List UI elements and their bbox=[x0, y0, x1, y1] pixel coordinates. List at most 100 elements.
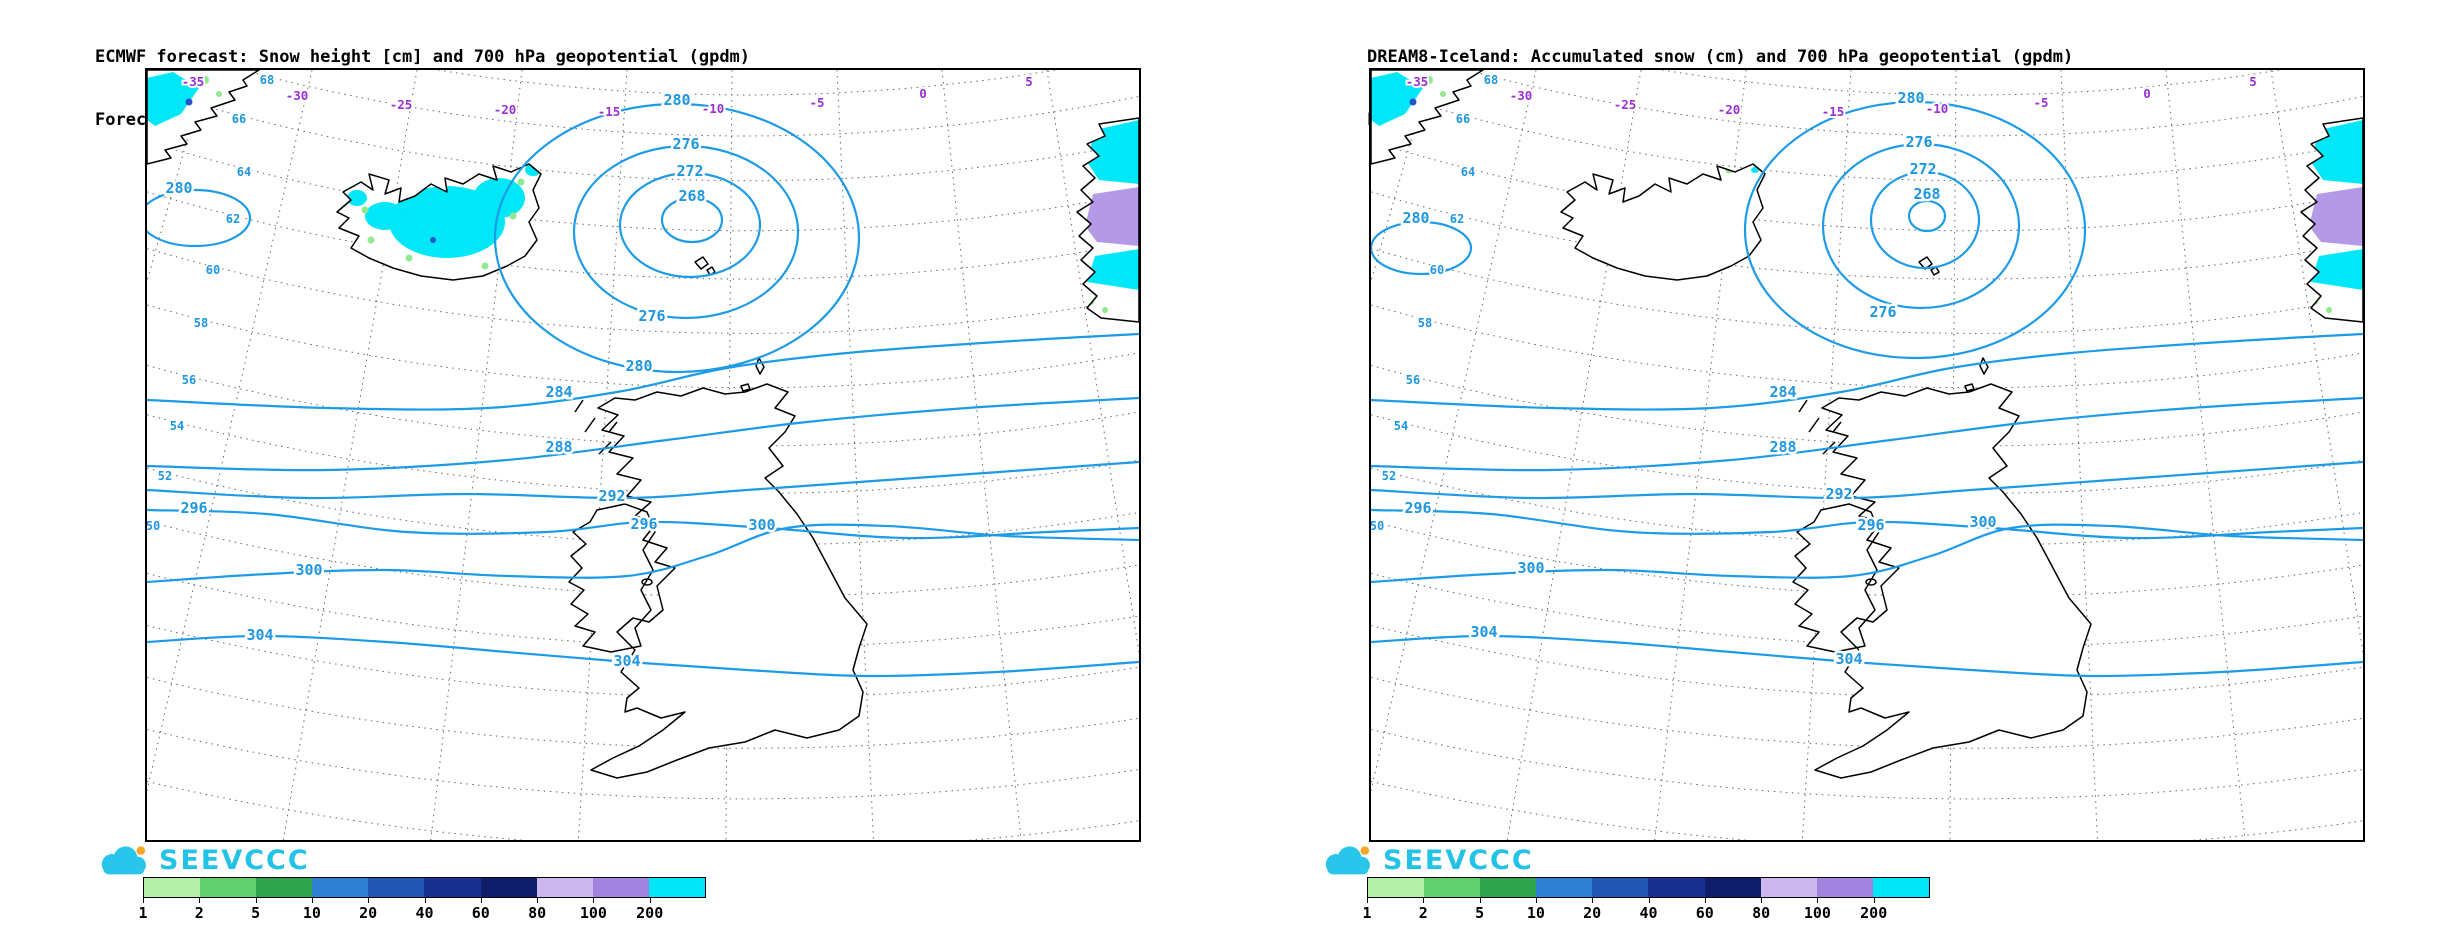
legend-segment bbox=[648, 878, 705, 897]
legend-segment bbox=[592, 878, 649, 897]
legend-tick-label: 20 bbox=[1583, 904, 1602, 922]
cloud-icon bbox=[1325, 846, 1370, 875]
snow-patch bbox=[1085, 187, 1139, 246]
legend-segment bbox=[256, 878, 313, 897]
parallel-line bbox=[147, 365, 1139, 447]
contour-label: 280 bbox=[625, 357, 652, 375]
snow-speck bbox=[361, 206, 369, 214]
legend-tick bbox=[311, 898, 313, 903]
legend-segment bbox=[1480, 878, 1537, 897]
graticule bbox=[147, 70, 1139, 840]
longitude-label: 0 bbox=[919, 86, 927, 101]
legend-tick bbox=[1817, 898, 1819, 903]
coastline bbox=[1076, 117, 1139, 323]
legend-tick-label: 80 bbox=[528, 904, 547, 922]
contour-line bbox=[1371, 523, 2363, 584]
greenland-snow bbox=[1371, 72, 1446, 126]
contour-label: 284 bbox=[1769, 383, 1796, 401]
contour-label: 272 bbox=[1909, 160, 1936, 178]
latitude-label: 60 bbox=[206, 263, 220, 277]
contour-closed bbox=[572, 144, 800, 320]
legend-segment bbox=[480, 878, 537, 897]
legend-segment bbox=[1648, 878, 1705, 897]
contour-line bbox=[1371, 634, 2363, 678]
contour-label: 296 bbox=[1857, 516, 1884, 534]
snow-speck bbox=[367, 236, 375, 244]
contour-label: 280 bbox=[1402, 209, 1429, 227]
panel-title: DREAM8-Iceland: Accumulated snow (cm) an… bbox=[1367, 47, 2074, 67]
contour-label: 288 bbox=[545, 438, 572, 456]
legend-segment bbox=[1368, 878, 1425, 897]
legend-tick bbox=[1592, 898, 1594, 903]
contour-closed bbox=[1821, 142, 2021, 310]
map-frame: 280 280 276 272 268 276 284 288 292 296 296 300 300 3… bbox=[1369, 68, 2365, 842]
coastline bbox=[1964, 383, 1975, 392]
snow-scale-legend: 1 2 5 10 20 40 60 80 100 200 bbox=[1362, 877, 1930, 923]
snow-scale-bar bbox=[143, 877, 706, 898]
contour-closed bbox=[1869, 170, 1981, 270]
legend-segment bbox=[1816, 878, 1873, 897]
meridian-line bbox=[147, 70, 208, 283]
contour-closed bbox=[618, 171, 762, 279]
legend-tick bbox=[255, 898, 257, 903]
coastline bbox=[1798, 399, 1842, 455]
legend-tick-label: 200 bbox=[1860, 904, 1888, 922]
legend-tick-label: 100 bbox=[579, 904, 607, 922]
coastlines bbox=[147, 70, 1139, 779]
contour-label: 304 bbox=[1470, 623, 1497, 641]
weather-map: 280 280 276 272 268 276 280 284 288 292 296 296 300 3… bbox=[147, 70, 1139, 840]
legend-segment bbox=[1704, 878, 1761, 897]
parallel-line bbox=[147, 467, 1139, 546]
contour-label: 288 bbox=[1769, 438, 1796, 456]
parallel-line bbox=[147, 248, 1139, 334]
coastline bbox=[336, 163, 542, 281]
snow-speck bbox=[201, 76, 209, 84]
weather-map: 280 280 276 272 268 276 284 288 292 296 296 300 300 3… bbox=[1371, 70, 2363, 840]
map-layers bbox=[147, 70, 1139, 840]
contour-label: 280 bbox=[663, 91, 690, 109]
snow-patch bbox=[347, 190, 367, 206]
legend-tick bbox=[1479, 898, 1481, 903]
coastline bbox=[740, 383, 751, 392]
latitude-label: 60 bbox=[1430, 263, 1444, 277]
contour-closed bbox=[147, 188, 252, 248]
latitude-label: 50 bbox=[1371, 519, 1384, 533]
parallel-line bbox=[147, 729, 1139, 800]
legend-segment bbox=[1424, 878, 1481, 897]
snow-speck bbox=[216, 91, 222, 97]
longitude-label: -10 bbox=[702, 101, 725, 116]
legend-tick-label: 80 bbox=[1752, 904, 1771, 922]
parallel-line bbox=[1371, 365, 2363, 447]
legend-segment bbox=[1760, 878, 1817, 897]
legend-tick bbox=[1535, 898, 1537, 903]
panel-title: ECMWF forecast: Snow height [cm] and 700… bbox=[95, 47, 751, 67]
snow-speck bbox=[405, 254, 413, 262]
contour-label: 280 bbox=[165, 179, 192, 197]
contour-line bbox=[1371, 460, 2363, 500]
contour-label: 292 bbox=[1825, 485, 1852, 503]
cloud-icon bbox=[101, 846, 146, 875]
longitude-label: -25 bbox=[1614, 97, 1637, 112]
legend-tick-label: 60 bbox=[1695, 904, 1714, 922]
snow-patch bbox=[2309, 187, 2363, 246]
legend-tick-label: 40 bbox=[1639, 904, 1658, 922]
longitude-label: -25 bbox=[390, 97, 413, 112]
legend-tick bbox=[1761, 898, 1763, 903]
legend-tick-label: 2 bbox=[1418, 904, 1428, 922]
latitude-label: 64 bbox=[1461, 165, 1475, 179]
legend-tick-label: 2 bbox=[194, 904, 204, 922]
legend-segment bbox=[424, 878, 481, 897]
legend-tick bbox=[1704, 898, 1706, 903]
map-labels: 280 280 276 272 268 276 280 284 288 292 296 296 300 3… bbox=[147, 71, 1035, 673]
snow-speck bbox=[517, 178, 525, 186]
parallel-line bbox=[147, 141, 1139, 232]
longitude-label: -20 bbox=[1718, 102, 1741, 117]
latitude-label: 50 bbox=[147, 519, 160, 533]
parallel-line bbox=[147, 573, 1139, 648]
legend-tick bbox=[199, 898, 201, 903]
meridian-line bbox=[1801, 70, 1852, 840]
longitude-label: -20 bbox=[494, 102, 517, 117]
snow-speck bbox=[2326, 307, 2332, 313]
snow-patch bbox=[1371, 72, 1423, 126]
